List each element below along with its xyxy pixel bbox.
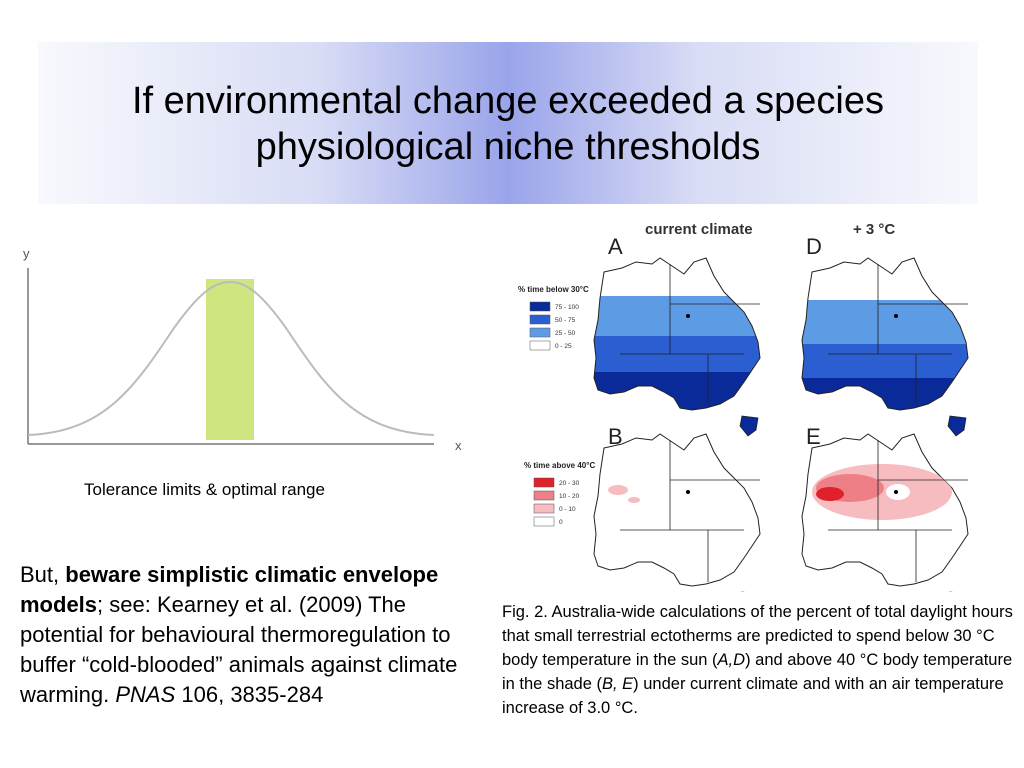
panel-label-d: D — [806, 234, 822, 259]
legend-swatch-10-20 — [533, 490, 555, 501]
legend-label-75-100: 75 - 100 — [555, 304, 579, 311]
legend-below-30-title: % time below 30°C — [518, 285, 589, 294]
graph-caption: Tolerance limits & optimal range — [84, 480, 325, 499]
tolerance-graph: y x — [23, 246, 462, 453]
optimal-range-band — [206, 279, 254, 440]
reference-suffix: 106, 3835-284 — [175, 682, 324, 707]
legend-swatch-0-10 — [533, 503, 555, 514]
panel-label-a: A — [608, 234, 623, 259]
reference-bold: beware simplistic climatic envelope mode… — [20, 562, 439, 617]
map-d-plus3-below-30 — [801, 257, 969, 437]
panel-label-b: B — [608, 424, 623, 449]
legend-swatch-0-25 — [529, 340, 551, 351]
legend-label-50-75: 50 - 75 — [555, 317, 576, 324]
slide-title-line2: physiological niche thresholds — [255, 126, 761, 168]
legend-swatch-75-100 — [529, 301, 551, 312]
legend-above-40: % time above 40°C 20 - 30 10 - 20 0 - 10… — [524, 461, 595, 527]
caption-part-1: Fig. 2. Australia-wide calculations of t… — [502, 603, 1013, 669]
legend-label-10-20: 10 - 20 — [559, 493, 580, 500]
legend-swatch-0 — [533, 516, 555, 527]
panel-label-e: E — [806, 424, 821, 449]
caption-italic-be: B, E — [601, 675, 634, 693]
reference-middle: ; see: Kearney et al. (2009) The potenti… — [20, 592, 458, 707]
column-title-current: current climate — [645, 221, 753, 238]
legend-label-25-50: 25 - 50 — [555, 330, 576, 337]
legend-swatch-25-50 — [529, 327, 551, 338]
slide-title-line1: If environmental change exceeded a speci… — [131, 80, 885, 122]
caption-part-3: ) under current climate and with an air … — [502, 675, 1004, 717]
reference-journal: PNAS — [115, 682, 176, 707]
legend-label-0: 0 — [559, 519, 563, 526]
reference-text: But, beware simplistic climatic envelope… — [20, 560, 490, 710]
tolerance-curve — [27, 280, 435, 436]
x-axis-label: x — [455, 438, 462, 453]
column-title-plus3: + 3 °C — [853, 221, 895, 238]
legend-label-20-30: 20 - 30 — [559, 480, 580, 487]
figure-caption: Fig. 2. Australia-wide calculations of t… — [502, 600, 1017, 720]
legend-label-0-10: 0 - 10 — [559, 506, 576, 513]
map-e-plus3-above-40 — [801, 433, 969, 592]
caption-italic-ad: A,D — [717, 651, 746, 669]
reference-prefix: But, — [20, 562, 66, 587]
slide-title: If environmental change exceeded a speci… — [38, 78, 978, 170]
australia-maps-figure: current climate + 3 °C A D B E % time be… — [518, 221, 969, 592]
legend-swatch-20-30 — [533, 477, 555, 488]
map-a-current-below-30 — [593, 257, 761, 437]
y-axis-label: y — [23, 246, 30, 261]
legend-label-0-25: 0 - 25 — [555, 343, 572, 350]
legend-swatch-50-75 — [529, 314, 551, 325]
legend-above-40-title: % time above 40°C — [524, 461, 595, 470]
caption-part-2: ) and above 40 °C body temperature in th… — [502, 651, 1013, 693]
title-band — [38, 42, 978, 204]
legend-below-30: % time below 30°C 75 - 100 50 - 75 25 - … — [518, 285, 589, 351]
map-b-current-above-40 — [593, 433, 761, 592]
